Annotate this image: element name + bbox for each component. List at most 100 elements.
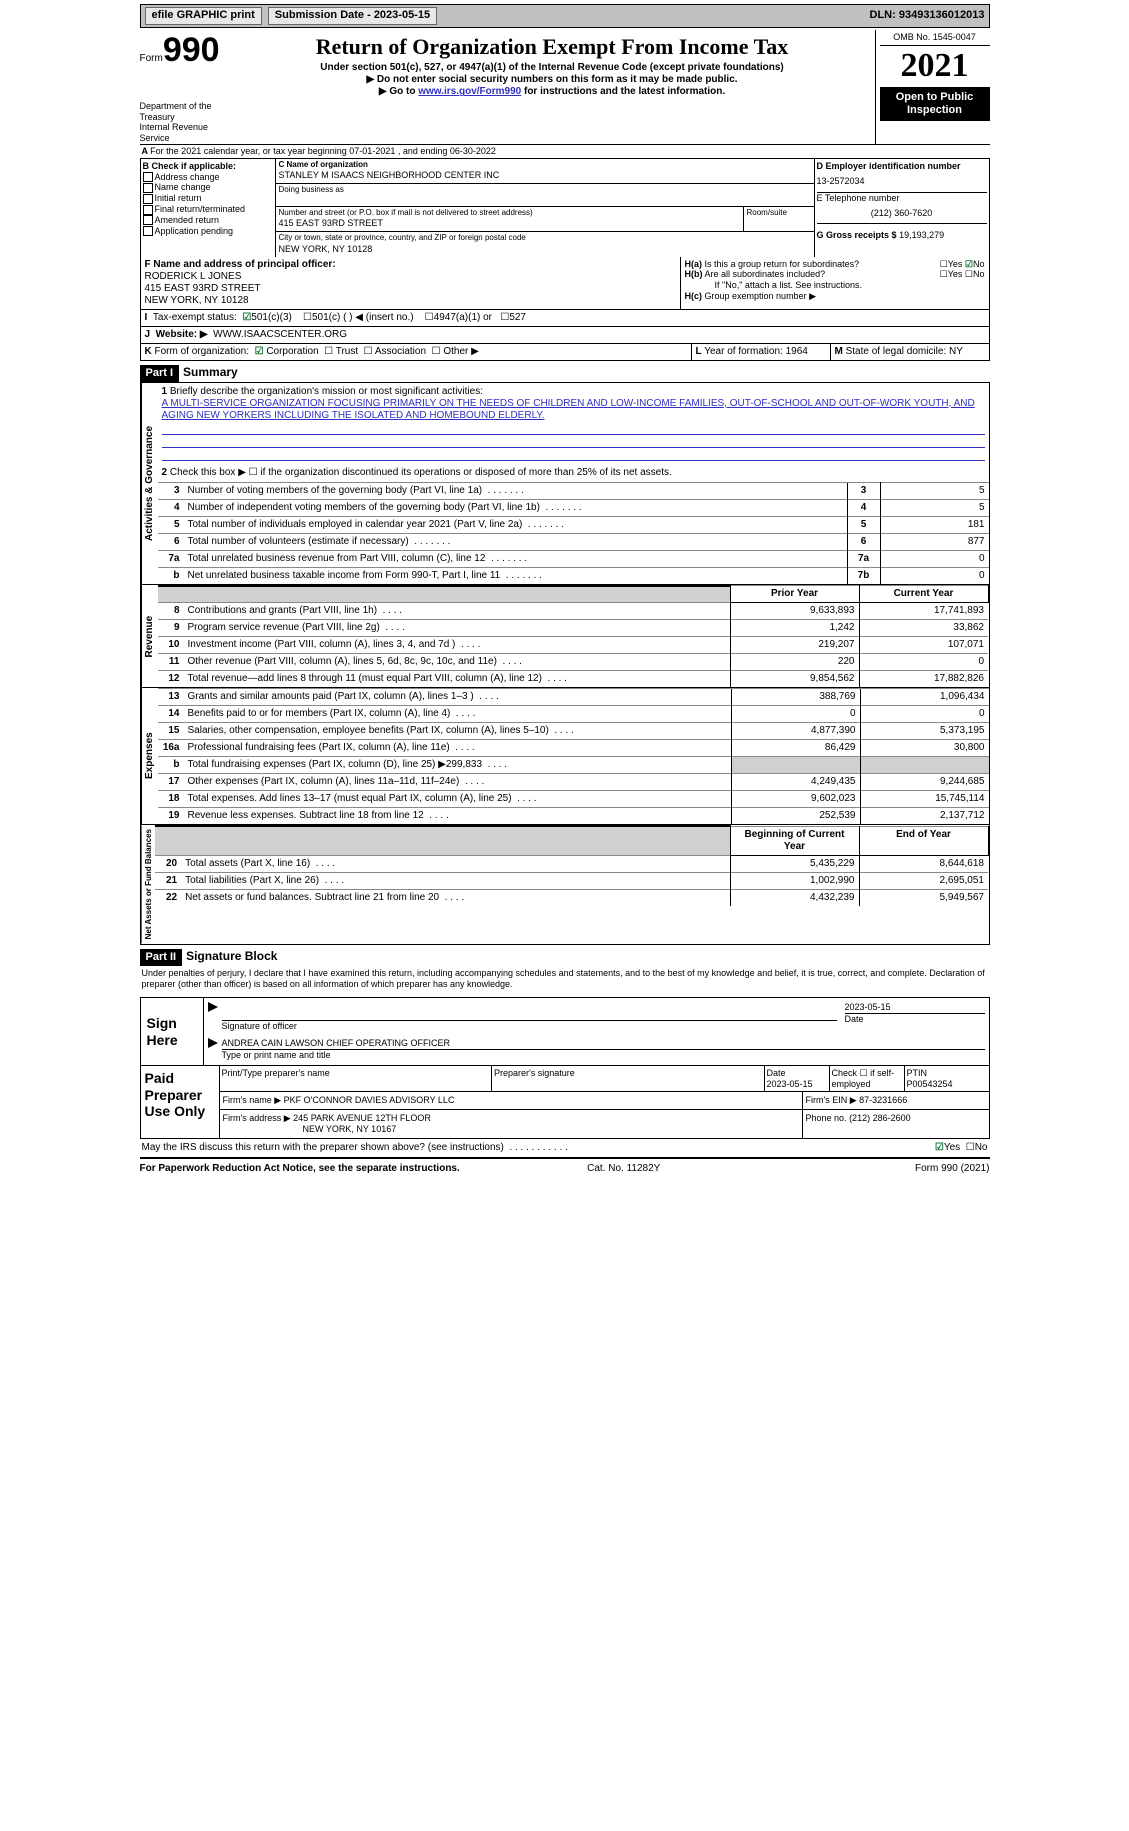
may-irs-discuss: May the IRS discuss this return with the… bbox=[142, 1142, 935, 1154]
table-header-row: Beginning of Current YearEnd of Year bbox=[155, 826, 988, 855]
gross-receipts-label: G Gross receipts $ bbox=[817, 230, 897, 240]
org-name: STANLEY M ISAACS NEIGHBORHOOD CENTER INC bbox=[276, 170, 814, 183]
city-state-zip: NEW YORK, NY 10128 bbox=[276, 244, 814, 257]
state-domicile-value: NY bbox=[949, 346, 963, 357]
form-note-1: ▶ Do not enter social security numbers o… bbox=[230, 74, 875, 86]
name-title-label: Type or print name and title bbox=[222, 1050, 985, 1061]
prep-name-label: Print/Type preparer's name bbox=[220, 1066, 493, 1092]
ein-value: 13-2572034 bbox=[817, 172, 987, 193]
tax-exempt-label: Tax-exempt status: bbox=[153, 312, 237, 324]
submission-date-button[interactable]: Submission Date - 2023-05-15 bbox=[268, 7, 437, 24]
prep-sig-label: Preparer's signature bbox=[492, 1066, 765, 1092]
h-b-note: If "No," attach a list. See instructions… bbox=[685, 280, 985, 291]
table-row: 17Other expenses (Part IX, column (A), l… bbox=[158, 774, 989, 791]
table-row: 4Number of independent voting members of… bbox=[158, 499, 989, 516]
sig-officer-label: Signature of officer bbox=[222, 1021, 837, 1032]
table-row: bTotal fundraising expenses (Part IX, co… bbox=[158, 757, 989, 774]
dln-label: DLN: 93493136012013 bbox=[870, 9, 985, 22]
sign-arrow-icon bbox=[208, 1002, 218, 1012]
vtab-expenses: Expenses bbox=[141, 688, 158, 824]
firm-addr-label: Firm's address ▶ bbox=[223, 1113, 291, 1123]
sign-date: 2023-05-15 bbox=[845, 1002, 985, 1013]
self-employed-check: Check ☐ if self-employed bbox=[830, 1066, 905, 1092]
org-name-label: C Name of organization bbox=[276, 159, 814, 171]
h-a-label: Is this a group return for subordinates? bbox=[705, 259, 860, 269]
officer-name-title: ANDREA CAIN LAWSON CHIEF OPERATING OFFIC… bbox=[222, 1038, 985, 1050]
table-row: 16aProfessional fundraising fees (Part I… bbox=[158, 740, 989, 757]
table-row: 21Total liabilities (Part X, line 26) . … bbox=[155, 872, 988, 889]
top-toolbar: efile GRAPHIC print Submission Date - 20… bbox=[140, 4, 990, 28]
table-row: 6Total number of volunteers (estimate if… bbox=[158, 533, 989, 550]
table-row: 20Total assets (Part X, line 16) . . . .… bbox=[155, 855, 988, 872]
form-footer: Form 990 (2021) bbox=[915, 1163, 989, 1175]
paid-preparer-label: Paid Preparer Use Only bbox=[141, 1066, 220, 1138]
table-row: 12Total revenue—add lines 8 through 11 (… bbox=[158, 671, 989, 688]
omb-number: OMB No. 1545-0047 bbox=[880, 30, 990, 46]
h-c-label: Group exemption number ▶ bbox=[705, 291, 816, 301]
firm-addr: 245 PARK AVENUE 12TH FLOOR bbox=[293, 1113, 431, 1123]
department-label: Department of the Treasury Internal Reve… bbox=[140, 101, 230, 144]
website-label: Website: ▶ bbox=[156, 329, 208, 341]
part2-bar: Part II bbox=[140, 949, 183, 966]
prep-date: 2023-05-15 bbox=[767, 1079, 813, 1089]
state-domicile-label: State of legal domicile: bbox=[846, 346, 947, 357]
checkbox-option[interactable]: Application pending bbox=[143, 226, 273, 237]
sign-date-label: Date bbox=[845, 1014, 985, 1025]
firm-phone-label: Phone no. bbox=[806, 1113, 847, 1123]
street-label: Number and street (or P.O. box if mail i… bbox=[276, 207, 743, 219]
table-row: 22Net assets or fund balances. Subtract … bbox=[155, 889, 988, 906]
part2-title: Signature Block bbox=[186, 949, 277, 963]
room-label: Room/suite bbox=[744, 207, 814, 219]
year-formation-value: 1964 bbox=[786, 346, 808, 357]
firm-city: NEW YORK, NY 10167 bbox=[223, 1124, 397, 1134]
officer-addr2: NEW YORK, NY 10128 bbox=[145, 295, 676, 307]
form-title: Return of Organization Exempt From Incom… bbox=[230, 34, 875, 60]
table-row: 9Program service revenue (Part VIII, lin… bbox=[158, 620, 989, 637]
phone-label: E Telephone number bbox=[817, 193, 987, 204]
table-row: 13Grants and similar amounts paid (Part … bbox=[158, 689, 989, 706]
table-row: 10Investment income (Part VIII, column (… bbox=[158, 637, 989, 654]
table-row: 15Salaries, other compensation, employee… bbox=[158, 723, 989, 740]
part1-bar: Part I bbox=[140, 365, 180, 382]
form-org-label: Form of organization: bbox=[155, 346, 250, 357]
firm-ein: 87-3231666 bbox=[859, 1095, 907, 1105]
gross-receipts-value: 19,193,279 bbox=[899, 230, 944, 240]
table-row: 18Total expenses. Add lines 13–17 (must … bbox=[158, 791, 989, 808]
city-label: City or town, state or province, country… bbox=[276, 232, 814, 244]
vtab-governance: Activities & Governance bbox=[141, 383, 158, 584]
checkbox-option[interactable]: Address change bbox=[143, 172, 273, 183]
vtab-netassets: Net Assets or Fund Balances bbox=[141, 825, 156, 943]
dba-label: Doing business as bbox=[276, 184, 814, 196]
table-row: 7aTotal unrelated business revenue from … bbox=[158, 550, 989, 567]
phone-value: (212) 360-7620 bbox=[817, 204, 987, 223]
year-formation-label: Year of formation: bbox=[704, 346, 783, 357]
table-row: 3Number of voting members of the governi… bbox=[158, 482, 989, 499]
officer-name: RODERICK L JONES bbox=[145, 271, 676, 283]
firm-name: PKF O'CONNOR DAVIES ADVISORY LLC bbox=[284, 1095, 455, 1105]
section-b: B Check if applicable: Address changeNam… bbox=[141, 159, 276, 257]
efile-print-button[interactable]: efile GRAPHIC print bbox=[145, 7, 262, 24]
checkbox-option[interactable]: Final return/terminated bbox=[143, 204, 273, 215]
checkbox-option[interactable]: Name change bbox=[143, 182, 273, 193]
checkbox-option[interactable]: Amended return bbox=[143, 215, 273, 226]
ein-label: D Employer identification number bbox=[817, 161, 987, 172]
mission-text: A MULTI-SERVICE ORGANIZATION FOCUSING PR… bbox=[162, 398, 975, 421]
checkbox-option[interactable]: Initial return bbox=[143, 193, 273, 204]
sign-arrow-icon-2 bbox=[208, 1038, 218, 1048]
street-address: 415 EAST 93RD STREET bbox=[276, 218, 743, 231]
table-row: 5Total number of individuals employed in… bbox=[158, 516, 989, 533]
form-note-2: ▶ Go to www.irs.gov/Form990 for instruct… bbox=[230, 86, 875, 98]
table-row: 11Other revenue (Part VIII, column (A), … bbox=[158, 654, 989, 671]
line-2: Check this box ▶ ☐ if the organization d… bbox=[170, 467, 672, 478]
table-header-row: Prior YearCurrent Year bbox=[158, 586, 989, 603]
cat-no: Cat. No. 11282Y bbox=[587, 1163, 660, 1175]
table-row: 8Contributions and grants (Part VIII, li… bbox=[158, 603, 989, 620]
form-subtitle: Under section 501(c), 527, or 4947(a)(1)… bbox=[230, 62, 875, 74]
sign-here-label: Sign Here bbox=[141, 998, 204, 1064]
h-b-label: Are all subordinates included? bbox=[705, 269, 826, 279]
ptin-value: P00543254 bbox=[907, 1079, 953, 1089]
part1-title: Summary bbox=[183, 365, 238, 379]
officer-addr1: 415 EAST 93RD STREET bbox=[145, 283, 676, 295]
firm-phone: (212) 286-2600 bbox=[849, 1113, 911, 1123]
form990-link[interactable]: www.irs.gov/Form990 bbox=[418, 86, 521, 97]
